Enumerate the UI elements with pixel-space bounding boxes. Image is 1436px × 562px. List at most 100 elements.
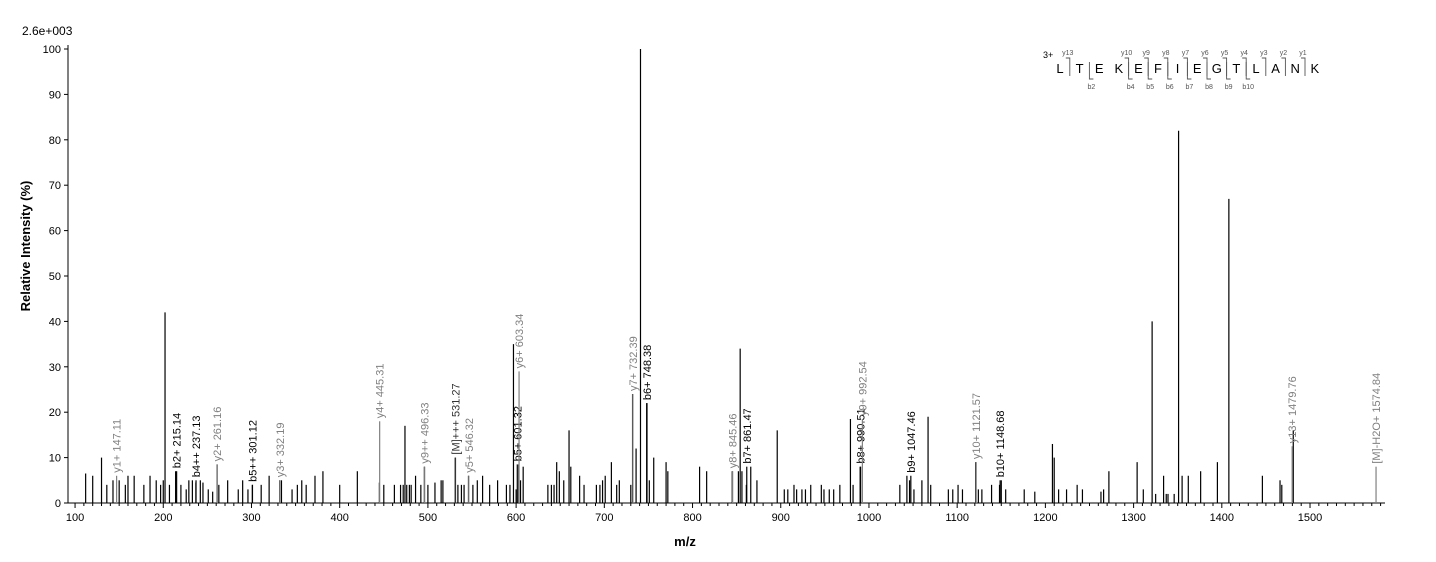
y-ion-label: y7 [1182,50,1190,57]
y-axis-label: Relative Intensity (%) [18,181,33,312]
b-ion-bracket [1226,62,1231,80]
peak-label: b7+ 861.47 [742,408,754,463]
peak-label: b9+ 1047.46 [906,411,918,472]
peak-label: y8+ 845.46 [728,413,740,468]
y-tick-label: 90 [49,89,61,101]
x-tick-label: 600 [507,512,525,524]
y-ion-bracket [1124,57,1130,76]
y-ion-bracket [1242,57,1247,76]
x-axis-label: m/z [674,534,696,549]
b-ion-bracket [1245,62,1251,80]
x-tick-label: 200 [154,512,172,524]
peak-label: y3+ 332.19 [275,423,287,478]
b-ion-label: b5 [1146,84,1154,91]
peak-label: b10+ 1148.68 [995,411,1007,478]
y-tick-label: 70 [49,180,61,192]
peak-label: b6+ 748.38 [642,345,654,400]
y-ion-bracket [1144,57,1149,76]
y-ion-label: y4 [1240,50,1248,57]
y-tick-label: 30 [49,362,61,374]
b-ion-label: b8 [1205,84,1213,91]
peak-label: [M]-H2O+ 1574.84 [1371,373,1383,464]
residue: K [1310,61,1319,76]
x-tick-label: 1000 [857,512,881,524]
peak-label: b5++ 301.12 [247,420,259,482]
y-ion-bracket [1203,57,1208,76]
x-tick-label: 1400 [1210,512,1234,524]
peak-label: y7+ 732.39 [628,336,640,391]
peak-label: b8+ 990.51 [856,408,868,463]
y-ion-label: y3 [1260,50,1268,57]
x-tick-label: 800 [683,512,701,524]
x-tick-label: 1300 [1121,512,1145,524]
b-ion-label: b6 [1166,84,1174,91]
b-ion-label: b4 [1127,84,1135,91]
axes: 0 10 20 30 40 50 60 70 80 90 100 100 200 300 400 500 600… [43,44,1385,524]
residue: T [1232,61,1240,76]
residue: L [1252,61,1259,76]
y-tick-label: 20 [49,407,61,419]
y-ion-label: y10 [1121,50,1132,57]
residue: N [1291,61,1300,76]
y-ion-label: y6 [1201,50,1209,57]
y-ion-label: y5 [1221,50,1229,57]
residue: T [1076,61,1084,76]
residue: F [1154,61,1162,76]
b-ion-bracket [1206,62,1211,80]
b-ion-bracket [1088,62,1094,80]
peak-label: y13+ 1479.76 [1287,376,1299,443]
x-tick-label: 900 [772,512,790,524]
y-ion-label: y8 [1162,50,1170,57]
residue: G [1212,61,1222,76]
residue: E [1193,61,1202,76]
peak-label: y5+ 546.32 [464,418,476,473]
residue: I [1176,61,1180,76]
y-ion-bracket [1163,57,1169,76]
y-tick-label: 10 [49,453,61,465]
peak-label: y1+ 147.11 [112,419,124,473]
y-ion-bracket [1301,57,1306,76]
residue: A [1271,61,1280,76]
x-tick-label: 700 [595,512,613,524]
peak-label: b5+ 601.32 [512,406,524,461]
y-tick-label: 80 [49,135,61,147]
b-ion-bracket [1147,62,1153,80]
y-ion-bracket [1281,57,1286,76]
residue: E [1134,61,1143,76]
x-tick-label: 1200 [1033,512,1057,524]
b-ion-label: b2 [1088,84,1096,91]
x-tick-label: 400 [331,512,349,524]
peaks [85,49,1294,503]
y-ion-label: y2 [1280,50,1288,57]
peak-label: b2+ 215.14 [172,413,184,468]
x-tick-label: 100 [66,512,84,524]
peak-label: y9++ 496.33 [420,403,432,464]
peak-label: [M]+++ 531.27 [450,383,462,454]
peak-label: y6+ 603.34 [514,314,526,369]
y-ion-label: y13 [1062,50,1073,57]
peak-label: y9+ 992.54 [857,361,869,416]
y-ion-label: y9 [1142,50,1150,57]
y-tick-label: 40 [49,316,61,328]
peak-label: y4+ 445.31 [375,364,387,419]
b-ion-label: b9 [1225,84,1233,91]
y-ion-bracket [1261,57,1267,76]
y-tick-label: 0 [55,498,61,510]
x-tick-label: 1100 [945,512,969,524]
intensity-scale-label: 2.6e+003 [22,24,73,38]
y-tick-label: 50 [49,271,61,283]
peak-annotations: y1+ 147.11 b2+ 215.14 b4++ 237.13 y2+ 261.1… [112,314,1383,503]
residue: K [1114,61,1123,76]
b-ion-bracket [1128,62,1133,80]
y-ion-bracket [1065,57,1071,76]
b-ion-bracket [1186,62,1192,80]
x-tick-label: 1500 [1298,512,1322,524]
y-tick-label: 100 [43,44,61,56]
y-ion-label: y1 [1299,50,1307,57]
x-tick-label: 500 [419,512,437,524]
residue: E [1095,61,1104,76]
b-ion-bracket [1167,62,1172,80]
y-ion-bracket [1183,57,1188,76]
y-tick-label: 60 [49,226,61,238]
